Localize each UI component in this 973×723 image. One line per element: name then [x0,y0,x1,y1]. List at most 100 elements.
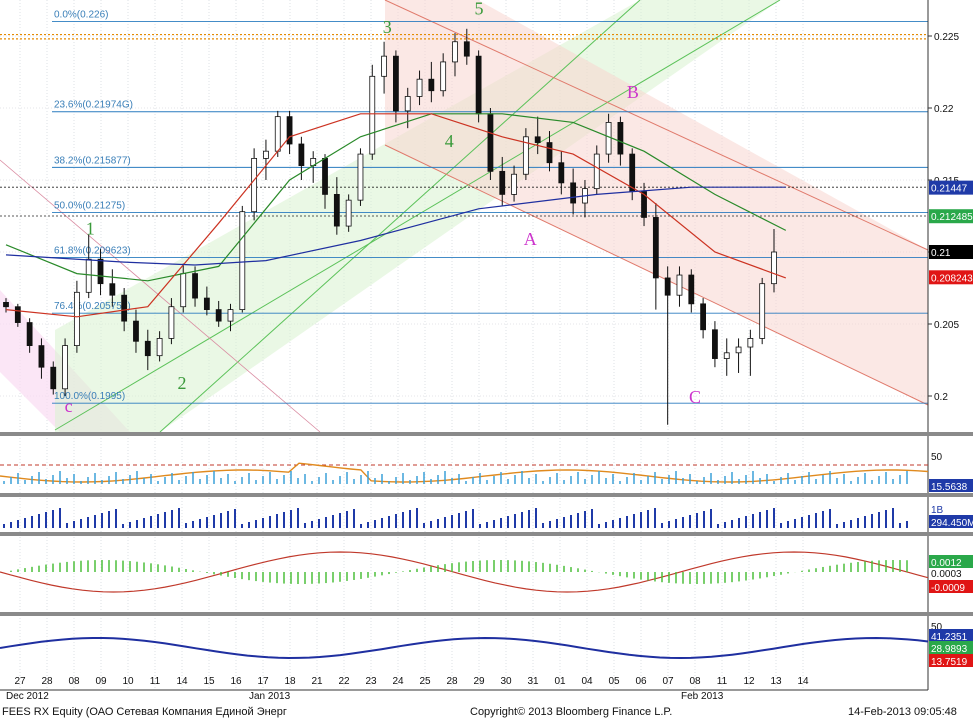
time-day-label: 16 [230,676,242,687]
time-day-label: 21 [311,676,323,687]
candle-body [322,157,328,195]
time-day-label: 01 [554,676,566,687]
macd-line [0,551,929,593]
panel-value-box [929,641,973,654]
time-day-label: 11 [717,676,728,687]
panel-separator [0,493,973,497]
last-value-label: 0.212485 [931,212,973,223]
candle-body [617,122,624,155]
candle-body [251,157,258,213]
time-day-label: 18 [284,676,296,687]
panel-value-label: 28.9893 [931,644,968,655]
channel-line [0,159,321,433]
panel-value-box [929,580,973,593]
channel-red [385,0,928,405]
candle-body [747,337,754,348]
time-day-label: 25 [419,676,431,687]
panel-value-label: 13.7519 [931,657,968,668]
time-day-label: 27 [14,676,26,687]
candle-body [534,136,541,143]
last-value-label: 0.208243 [931,273,973,284]
candle-body [274,116,281,152]
candle-body [463,41,470,57]
candle-body [475,55,482,115]
wave-labels: 1 2 3 4 5 A B Cc [65,0,701,416]
fibonacci-levels: 0.0%(0.226) 23.6%(0.21974G) 38.2%(0.215877… [0,10,928,404]
candle-body [570,182,577,204]
candle-body [664,277,671,296]
fib-label: 23.6%(0.21974G) [54,100,133,111]
time-month-label: Dec 2012 [6,691,49,702]
time-day-label: 04 [581,676,593,687]
wave-label: c [65,396,73,416]
time-day-label: 24 [392,676,404,687]
candle-body [393,55,399,112]
fib-label: 76.4%(0.205753) [54,301,131,312]
candle-body [345,199,352,227]
candle-body [381,55,387,77]
price-axis: 0.2250.220.2150.210.2050.20.214470.21248… [927,0,973,690]
candle-body [73,291,80,347]
panel-value-label: 0.0003 [931,569,962,580]
candle-body [652,217,659,279]
candle-body [227,309,234,322]
wave-label: B [627,82,639,102]
candle-body [416,78,423,97]
time-day-label: 05 [608,676,620,687]
candle-body [144,340,151,357]
candle-body [85,258,92,293]
candle-body [369,75,376,155]
panel-value-box [929,479,973,492]
panel-value-box [929,555,973,568]
candle-body [712,329,718,359]
candle-body [286,116,293,145]
time-day-label: 13 [770,676,782,687]
panel-value-label: 50 [931,452,943,463]
candle-body [3,301,9,308]
time-day-label: 15 [203,676,215,687]
footer-ticker: FEES RX Equity (ОАО Сетевая Компания Еди… [2,706,287,718]
wave-label: 4 [445,131,454,151]
candle-body [735,346,742,354]
candle-body [546,142,553,164]
candle-body [109,283,116,296]
wave-label: A [524,229,537,249]
candle-body [38,345,45,368]
candle-body [263,150,269,159]
time-day-label: 11 [150,676,161,687]
candle-body [511,173,517,195]
candle-body [605,122,612,155]
candle-body [723,352,730,359]
moving-average-line [5,113,787,318]
time-day-label: 14 [176,676,188,687]
time-month-label: Feb 2013 [681,691,724,702]
time-day-label: 28 [446,676,458,687]
panel-value-label: 294.450M [931,518,973,529]
candle-body [168,306,175,339]
candle-body [771,251,777,285]
price-axis-bg [928,0,973,690]
candle-body [522,136,529,175]
last-value-box [929,209,973,224]
moving-average-line [5,113,787,282]
candle-body [62,345,68,390]
fib-label: 38.2%(0.215877) [54,155,131,166]
panel-value-box [929,515,973,528]
candle-body [26,322,33,346]
time-day-label: 14 [797,676,809,687]
time-day-label: 28 [41,676,53,687]
candle-body [676,274,683,296]
candle-body [487,113,494,172]
candle-body [357,153,364,201]
candle-body [133,320,139,342]
time-day-label: 07 [662,676,674,687]
time-day-label: 08 [68,676,80,687]
time-month-label: Jan 2013 [249,691,291,702]
time-day-label: 06 [635,676,647,687]
time-day-label: 29 [473,676,485,687]
time-day-label: 17 [257,676,269,687]
footer-copyright: Copyright© 2013 Bloomberg Finance L.P. [470,706,673,718]
price-tick-label: 0.2 [934,392,948,403]
candle-body [428,78,435,92]
